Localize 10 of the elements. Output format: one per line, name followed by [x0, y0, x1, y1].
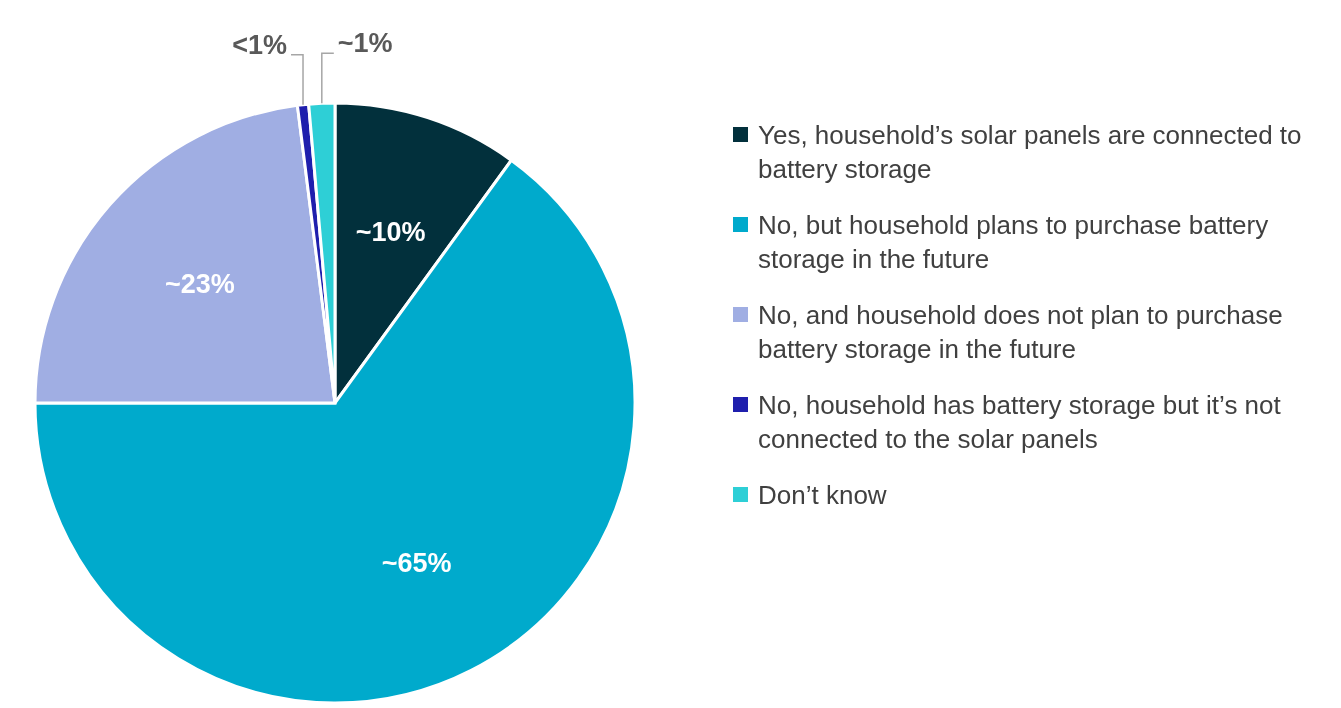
legend-label: No, but household plans to purchase battery storage in the future: [758, 209, 1270, 276]
legend-label: No, and household does not plan to purchase battery storage in the future: [758, 299, 1284, 366]
data-label: <1%: [232, 29, 288, 60]
data-label: ~65%: [381, 548, 452, 579]
data-label: ~10%: [355, 216, 426, 247]
legend-label: No, household has battery storage but it’s not connected to the solar panels: [758, 389, 1282, 456]
data-label: ~23%: [165, 268, 235, 299]
legend-label: Don’t know: [758, 479, 887, 512]
legend-label: Yes, household’s solar panels are connected to battery storage: [758, 119, 1303, 186]
data-label: ~1%: [337, 28, 393, 59]
